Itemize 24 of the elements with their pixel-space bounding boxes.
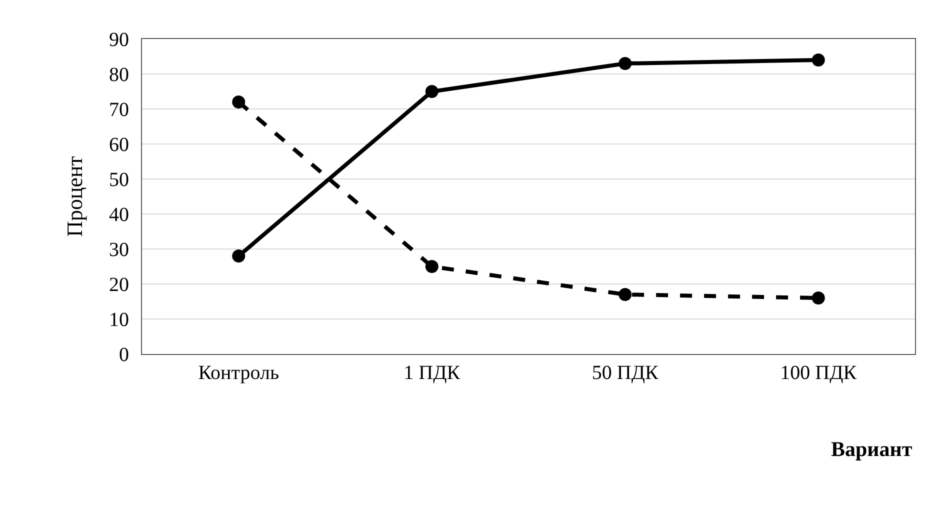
point xyxy=(232,250,246,262)
y-tick-label: 80 xyxy=(109,64,129,86)
y-tick-label: 0 xyxy=(119,344,129,366)
point xyxy=(618,288,632,301)
y-tick-label: 90 xyxy=(109,29,129,51)
point xyxy=(232,96,246,108)
y-tick-label: 30 xyxy=(109,239,129,261)
x-tick-label: 100 ПДК xyxy=(780,362,858,384)
x-axis-title: Вариант xyxy=(831,437,913,461)
point xyxy=(812,292,825,304)
x-tick-label: 1 ПДК xyxy=(404,362,461,384)
y-tick-label: 10 xyxy=(109,309,129,331)
point xyxy=(812,54,825,66)
y-tick-label: 70 xyxy=(109,99,129,121)
x-tick-label: 50 ПДК xyxy=(592,362,659,384)
y-tick-label: 60 xyxy=(109,134,129,156)
point xyxy=(618,57,632,70)
y-tick-label: 20 xyxy=(109,274,129,296)
y-axis-title: Процент xyxy=(62,156,87,237)
x-tick-label: Контроль xyxy=(198,362,280,384)
y-tick-label: 40 xyxy=(109,204,129,226)
point xyxy=(425,260,438,273)
y-tick-label: 50 xyxy=(109,169,129,191)
point xyxy=(425,85,438,98)
